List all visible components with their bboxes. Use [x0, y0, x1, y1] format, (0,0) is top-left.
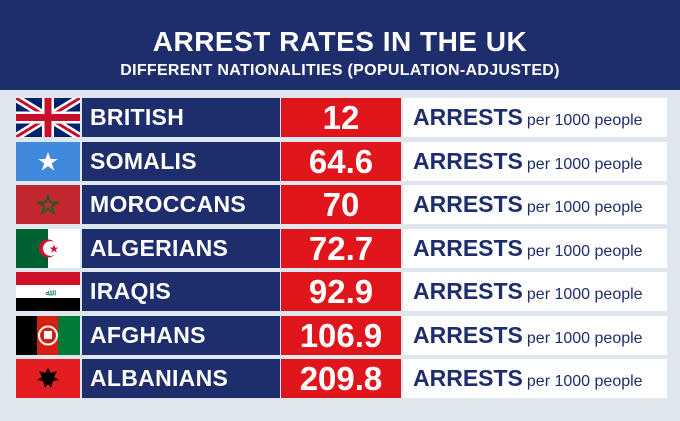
unit-per-label: per 1000 people	[526, 329, 643, 347]
arrest-rate-value: 64.6	[281, 141, 401, 181]
unit-description: ARRESTS per 1000 people	[403, 272, 667, 311]
unit-arrests-label: ARRESTS	[413, 365, 523, 391]
table-row: AFGHANS 106.9 ARRESTS per 1000 people	[16, 315, 667, 355]
table-row: ALBANIANS 209.8 ARRESTS per 1000 people	[16, 359, 667, 398]
afghanistan-flag-icon	[16, 315, 80, 355]
unit-arrests-label: ARRESTS	[413, 104, 523, 130]
uk-flag-icon	[16, 98, 80, 137]
unit-description: ARRESTS per 1000 people	[403, 141, 667, 181]
albania-flag-icon	[16, 359, 80, 398]
arrest-rate-value: 106.9	[281, 315, 401, 355]
somalia-flag-icon	[16, 141, 80, 181]
table-row: ALGERIANS 72.7 ARRESTS per 1000 people	[16, 228, 667, 268]
unit-arrests-label: ARRESTS	[413, 191, 523, 217]
nationality-label: ALGERIANS	[82, 228, 280, 268]
unit-description: ARRESTS per 1000 people	[403, 98, 667, 137]
unit-per-label: per 1000 people	[526, 112, 643, 129]
header-banner: ARREST RATES IN THE UK DIFFERENT NATIONA…	[0, 0, 680, 90]
arrest-rate-value: 209.8	[281, 359, 401, 398]
unit-per-label: per 1000 people	[526, 286, 643, 303]
iraq-flag-icon: ﷲ	[16, 272, 80, 311]
unit-description: ARRESTS per 1000 people	[403, 315, 667, 355]
arrest-rate-value: 72.7	[281, 228, 401, 268]
unit-per-label: per 1000 people	[526, 155, 643, 173]
arrest-rate-value: 70	[281, 185, 401, 224]
unit-per-label: per 1000 people	[526, 242, 643, 260]
unit-description: ARRESTS per 1000 people	[403, 228, 667, 268]
table-row: ﷲ IRAQIS 92.9 ARRESTS per 1000 people	[16, 272, 667, 311]
nationality-label: BRITISH	[82, 98, 280, 137]
data-rows: BRITISH 12 ARRESTS per 1000 people SOMALIS 6…	[16, 98, 667, 403]
morocco-flag-icon	[16, 185, 80, 224]
table-row: BRITISH 12 ARRESTS per 1000 people	[16, 98, 667, 137]
arrest-rate-value: 92.9	[281, 272, 401, 311]
unit-per-label: per 1000 people	[526, 373, 643, 390]
unit-description: ARRESTS per 1000 people	[403, 359, 667, 398]
unit-per-label: per 1000 people	[526, 199, 643, 216]
unit-arrests-label: ARRESTS	[413, 278, 523, 304]
algeria-flag-icon	[16, 228, 80, 268]
nationality-label: MOROCCANS	[82, 185, 280, 224]
table-row: SOMALIS 64.6 ARRESTS per 1000 people	[16, 141, 667, 181]
nationality-label: ALBANIANS	[82, 359, 280, 398]
arrest-rate-value: 12	[281, 98, 401, 137]
nationality-label: AFGHANS	[82, 315, 280, 355]
chart-title: ARREST RATES IN THE UK	[152, 26, 528, 57]
nationality-label: SOMALIS	[82, 141, 280, 181]
unit-description: ARRESTS per 1000 people	[403, 185, 667, 224]
unit-arrests-label: ARRESTS	[413, 321, 523, 348]
chart-subtitle: DIFFERENT NATIONALITIES (POPULATION-ADJU…	[120, 62, 560, 79]
unit-arrests-label: ARRESTS	[413, 147, 523, 174]
unit-arrests-label: ARRESTS	[413, 234, 523, 261]
table-row: MOROCCANS 70 ARRESTS per 1000 people	[16, 185, 667, 224]
nationality-label: IRAQIS	[82, 272, 280, 311]
